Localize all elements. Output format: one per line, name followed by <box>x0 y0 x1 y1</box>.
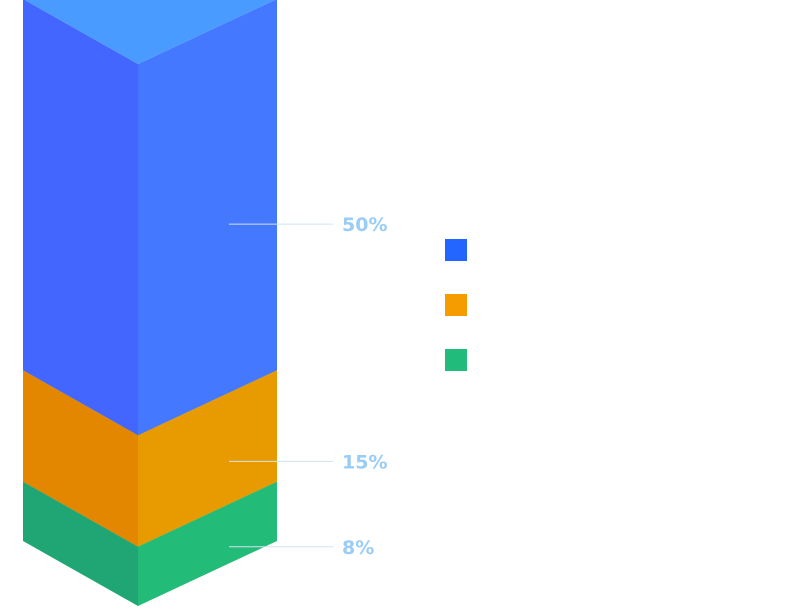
bar-left-face-2 <box>23 481 138 606</box>
legend <box>445 239 467 371</box>
value-label-1: 15% <box>342 451 387 473</box>
bar-right-face-0 <box>138 0 277 436</box>
value-label-2: 8% <box>342 537 374 559</box>
bar-left-face-0 <box>23 0 138 436</box>
bar-right-face-1 <box>138 370 277 547</box>
legend-swatch-1 <box>445 294 467 316</box>
bar-right-face-2 <box>138 481 277 606</box>
column-stack <box>23 0 277 606</box>
bar-left-face-1 <box>23 370 138 547</box>
bar-top-face-0 <box>24 0 275 64</box>
legend-swatch-0 <box>445 239 467 261</box>
value-label-0: 50% <box>342 214 387 236</box>
legend-swatch-2 <box>445 349 467 371</box>
value-labels: 50% 15% 8% <box>229 214 387 559</box>
